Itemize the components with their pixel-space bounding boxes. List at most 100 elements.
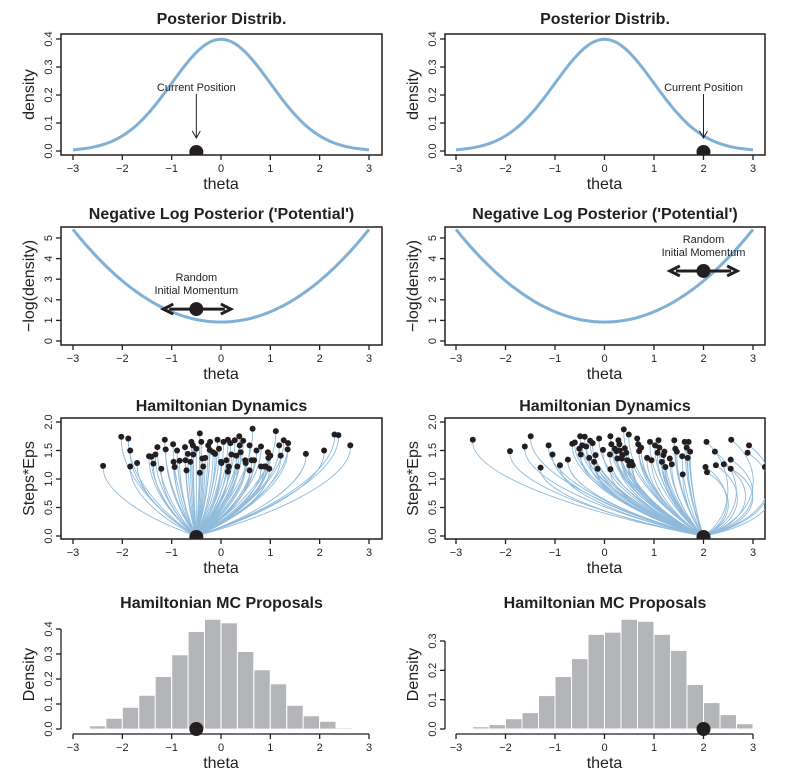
y-tick-label: 1 (427, 317, 439, 323)
x-tick-label: −2 (116, 163, 129, 175)
trajectory-path (632, 465, 704, 537)
endpoint-point (537, 464, 544, 471)
endpoint-point (347, 442, 354, 449)
chart-title: Hamiltonian MC Proposals (504, 595, 707, 612)
x-tick-label: −3 (450, 163, 463, 175)
endpoint-point (170, 458, 177, 465)
y-axis-label: density (405, 69, 422, 120)
trajectory-path (192, 454, 197, 537)
trajectory-path (671, 464, 704, 537)
y-tick-label: 1.0 (427, 471, 439, 486)
y-axis-label: Density (21, 648, 38, 701)
endpoint-point (134, 460, 141, 466)
endpoint-point (720, 461, 727, 468)
endpoint-point (589, 440, 596, 447)
x-tick-label: 3 (366, 353, 372, 365)
x-tick-label: −2 (499, 547, 512, 559)
histogram-bar (719, 714, 737, 730)
endpoint-point (614, 455, 621, 462)
endpoint-point (182, 444, 188, 451)
endpoint-point (227, 440, 234, 447)
y-tick-label: 1.5 (427, 443, 439, 458)
trajectory-path (196, 431, 277, 537)
endpoint-point (321, 447, 328, 454)
x-tick-label: 0 (218, 353, 224, 365)
x-tick-label: −2 (499, 163, 512, 175)
trajectory-path (651, 460, 704, 537)
endpoint-point (658, 458, 665, 465)
x-tick-label: 2 (700, 742, 706, 754)
endpoint-point (162, 446, 169, 453)
endpoint-point (242, 460, 249, 466)
x-tick-label: 2 (700, 547, 706, 559)
y-axis-label: density (21, 69, 38, 120)
endpoint-point (207, 438, 214, 445)
y-axis-label: Density (405, 648, 422, 701)
endpoint-point (212, 450, 219, 457)
endpoint-point (335, 432, 342, 439)
annotation-label: Current Position (157, 82, 236, 94)
endpoint-point (654, 449, 661, 456)
momentum-arrow-head-left (159, 302, 174, 316)
endpoint-point (683, 444, 690, 451)
endpoint-point (231, 437, 238, 444)
x-tick-label: 1 (267, 353, 273, 365)
trajectory-path (160, 468, 197, 537)
endpoint-point (125, 435, 132, 442)
x-axis-label: theta (203, 560, 239, 577)
current-position-point (696, 145, 711, 155)
y-axis-label: Steps*Eps (21, 441, 38, 516)
endpoint-point (581, 433, 588, 440)
y-tick-label: 0.3 (43, 646, 55, 661)
endpoint-point (583, 443, 590, 450)
trajectory-path (196, 435, 339, 537)
y-tick-label: 0.3 (427, 633, 439, 648)
histogram-bar (538, 695, 556, 730)
endpoint-point (193, 445, 200, 452)
annotation-arrow-head (699, 130, 708, 140)
histogram-bar (472, 726, 490, 730)
histogram-bar (521, 712, 539, 730)
plot-area (72, 37, 370, 155)
endpoint-point (679, 453, 686, 460)
endpoint-point (679, 471, 686, 478)
y-tick-label: 4 (427, 256, 439, 262)
endpoint-point (266, 465, 273, 472)
y-tick-label: 0.2 (43, 671, 55, 686)
momentum-arrow-head-right (726, 264, 741, 278)
start-point (696, 530, 711, 539)
x-tick-label: 0 (218, 742, 224, 754)
y-tick-label: 0 (43, 338, 55, 344)
endpoint-point (600, 446, 606, 453)
y-tick-label: 0.0 (427, 721, 439, 736)
endpoint-point (545, 442, 552, 449)
chart-title: Negative Log Posterior ('Potential') (472, 206, 737, 223)
endpoint-point (284, 446, 291, 453)
endpoint-point (218, 460, 225, 466)
endpoint-point (703, 438, 710, 445)
y-tick-label: 0.5 (43, 500, 55, 515)
endpoint-point (620, 426, 627, 433)
histogram-bar (554, 676, 572, 730)
plot-area (469, 426, 765, 539)
y-tick-label: 5 (427, 235, 439, 241)
endpoint-point (727, 456, 734, 463)
endpoint-point (236, 433, 243, 440)
y-tick-label: 1 (43, 317, 55, 323)
y-tick-label: 0.1 (43, 115, 55, 130)
annotation-label-line2: Initial Momentum (662, 247, 746, 259)
chart-title: Hamiltonian Dynamics (519, 398, 691, 415)
endpoint-point (182, 457, 189, 464)
chart-title: Posterior Distrib. (157, 11, 287, 28)
histogram-bar (571, 658, 589, 730)
endpoint-point (647, 438, 653, 445)
x-tick-label: 3 (750, 547, 756, 559)
endpoint-point (251, 457, 258, 464)
histogram-bar (187, 631, 206, 730)
start-point (189, 530, 204, 539)
endpoint-point (656, 444, 663, 451)
y-tick-label: 0 (427, 338, 439, 344)
annotation-label: Current Position (664, 82, 743, 94)
endpoint-point (661, 448, 668, 455)
endpoint-point (272, 428, 279, 435)
